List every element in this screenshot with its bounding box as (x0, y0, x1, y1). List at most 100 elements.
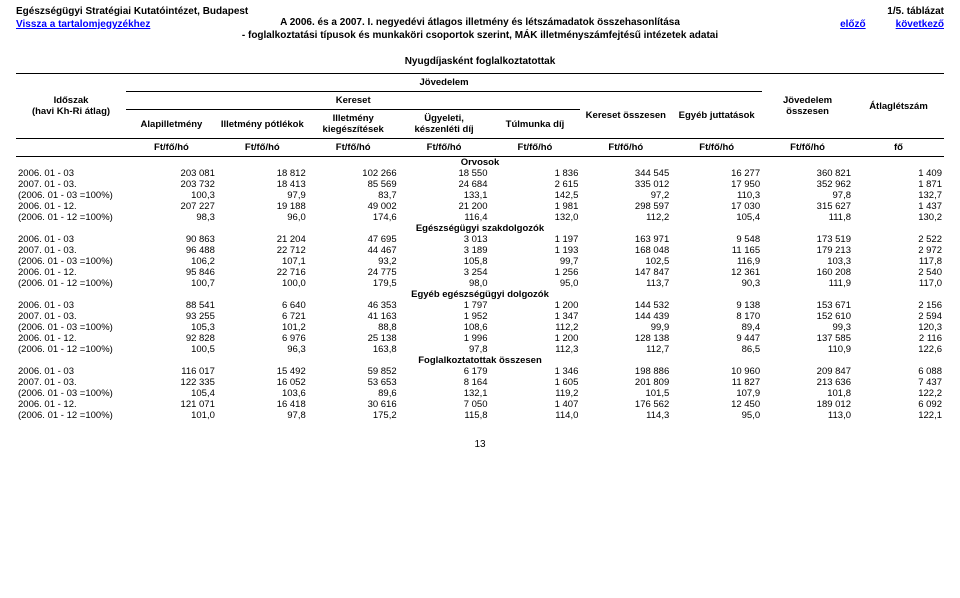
data-cell: 83,7 (308, 190, 399, 201)
prev-link[interactable]: előző (840, 19, 866, 30)
data-cell: 97,8 (217, 410, 308, 421)
data-cell: 1 605 (490, 377, 581, 388)
table-scope: Nyugdíjasként foglalkoztatottak (16, 56, 944, 67)
data-cell: 144 532 (580, 300, 671, 311)
data-cell: 88 541 (126, 300, 217, 311)
data-cell: 1 200 (490, 300, 581, 311)
period-label: (2006. 01 - 03 =100%) (16, 388, 126, 399)
data-cell: 1 197 (490, 234, 581, 245)
data-cell: 6 640 (217, 300, 308, 311)
data-cell: 110,3 (671, 190, 762, 201)
data-cell: 97,9 (217, 190, 308, 201)
period-label: 2006. 01 - 03 (16, 234, 126, 245)
period-label: 2006. 01 - 12. (16, 267, 126, 278)
data-cell: 2 972 (853, 245, 944, 256)
section-label: Egyéb egészségügyi dolgozók (16, 289, 944, 300)
data-cell: 96 488 (126, 245, 217, 256)
data-cell: 1 193 (490, 245, 581, 256)
unit-7: Ft/fő/hó (671, 139, 762, 157)
data-cell: 1 871 (853, 179, 944, 190)
col-headcount: Átlaglétszám (853, 74, 944, 139)
data-cell: 174,6 (308, 212, 399, 223)
data-cell: 18 550 (399, 168, 490, 179)
data-cell: 213 636 (762, 377, 853, 388)
period-label: 2007. 01 - 03. (16, 179, 126, 190)
data-cell: 189 012 (762, 399, 853, 410)
data-cell: 6 088 (853, 366, 944, 377)
data-cell: 119,2 (490, 388, 581, 399)
data-cell: 3 189 (399, 245, 490, 256)
data-cell: 22 716 (217, 267, 308, 278)
unit-8: Ft/fő/hó (762, 139, 853, 157)
data-cell: 49 002 (308, 201, 399, 212)
data-cell: 179 213 (762, 245, 853, 256)
data-cell: 112,7 (580, 344, 671, 355)
data-cell: 95,0 (490, 278, 581, 289)
period-label: (2006. 01 - 12 =100%) (16, 212, 126, 223)
data-cell: 117,8 (853, 256, 944, 267)
data-cell: 113,0 (762, 410, 853, 421)
data-cell: 144 439 (580, 311, 671, 322)
data-cell: 30 616 (308, 399, 399, 410)
period-label: 2006. 01 - 12. (16, 399, 126, 410)
data-cell: 11 165 (671, 245, 762, 256)
unit-5: Ft/fő/hó (490, 139, 581, 157)
data-cell: 122 335 (126, 377, 217, 388)
data-cell: 112,2 (490, 322, 581, 333)
data-cell: 21 204 (217, 234, 308, 245)
data-cell: 2 156 (853, 300, 944, 311)
col-supp: Illetmény kiegészítések (308, 110, 399, 139)
data-cell: 97,2 (580, 190, 671, 201)
section-label: Orvosok (16, 157, 944, 169)
data-cell: 1 200 (490, 333, 581, 344)
data-cell: 105,4 (126, 388, 217, 399)
data-cell: 99,7 (490, 256, 581, 267)
data-cell: 101,2 (217, 322, 308, 333)
data-cell: 106,2 (126, 256, 217, 267)
data-cell: 41 163 (308, 311, 399, 322)
data-cell: 46 353 (308, 300, 399, 311)
data-cell: 198 886 (580, 366, 671, 377)
data-cell: 7 050 (399, 399, 490, 410)
data-cell: 102 266 (308, 168, 399, 179)
table-row: 2006. 01 - 12.121 07116 41830 6167 0501 … (16, 399, 944, 410)
data-cell: 2 116 (853, 333, 944, 344)
title-line-1: A 2006. és a 2007. I. negyedévi átlagos … (16, 16, 944, 29)
col-other: Egyéb juttatások (671, 92, 762, 139)
next-link[interactable]: következő (896, 19, 944, 30)
data-cell: 16 277 (671, 168, 762, 179)
data-cell: 352 962 (762, 179, 853, 190)
back-to-toc-link[interactable]: Vissza a tartalomjegyzékhez (16, 19, 150, 30)
data-cell: 7 437 (853, 377, 944, 388)
data-cell: 1 409 (853, 168, 944, 179)
table-row: (2006. 01 - 03 =100%)106,2107,193,2105,8… (16, 256, 944, 267)
table-row: (2006. 01 - 03 =100%)100,397,983,7133,11… (16, 190, 944, 201)
data-cell: 89,6 (308, 388, 399, 399)
data-cell: 93,2 (308, 256, 399, 267)
data-cell: 97,8 (399, 344, 490, 355)
data-cell: 176 562 (580, 399, 671, 410)
page-number: 13 (16, 439, 944, 450)
data-cell: 103,6 (217, 388, 308, 399)
data-cell: 95,0 (671, 410, 762, 421)
data-cell: 179,5 (308, 278, 399, 289)
data-cell: 114,3 (580, 410, 671, 421)
data-cell: 12 450 (671, 399, 762, 410)
data-cell: 168 048 (580, 245, 671, 256)
data-cell: 137 585 (762, 333, 853, 344)
table-row: 2006. 01 - 03116 01715 49259 8526 1791 3… (16, 366, 944, 377)
table-row: 2006. 01 - 03203 08118 812102 26618 5501… (16, 168, 944, 179)
data-cell: 112,3 (490, 344, 581, 355)
data-cell: 22 712 (217, 245, 308, 256)
data-cell: 1 836 (490, 168, 581, 179)
data-cell: 122,6 (853, 344, 944, 355)
unit-6: Ft/fő/hó (580, 139, 671, 157)
data-cell: 116,9 (671, 256, 762, 267)
table-number: 1/5. táblázat (887, 6, 944, 17)
data-cell: 107,9 (671, 388, 762, 399)
table-row: 2006. 01 - 12.207 22719 18849 00221 2001… (16, 201, 944, 212)
data-cell: 108,6 (399, 322, 490, 333)
data-cell: 101,0 (126, 410, 217, 421)
data-cell: 85 569 (308, 179, 399, 190)
period-label: (2006. 01 - 03 =100%) (16, 256, 126, 267)
